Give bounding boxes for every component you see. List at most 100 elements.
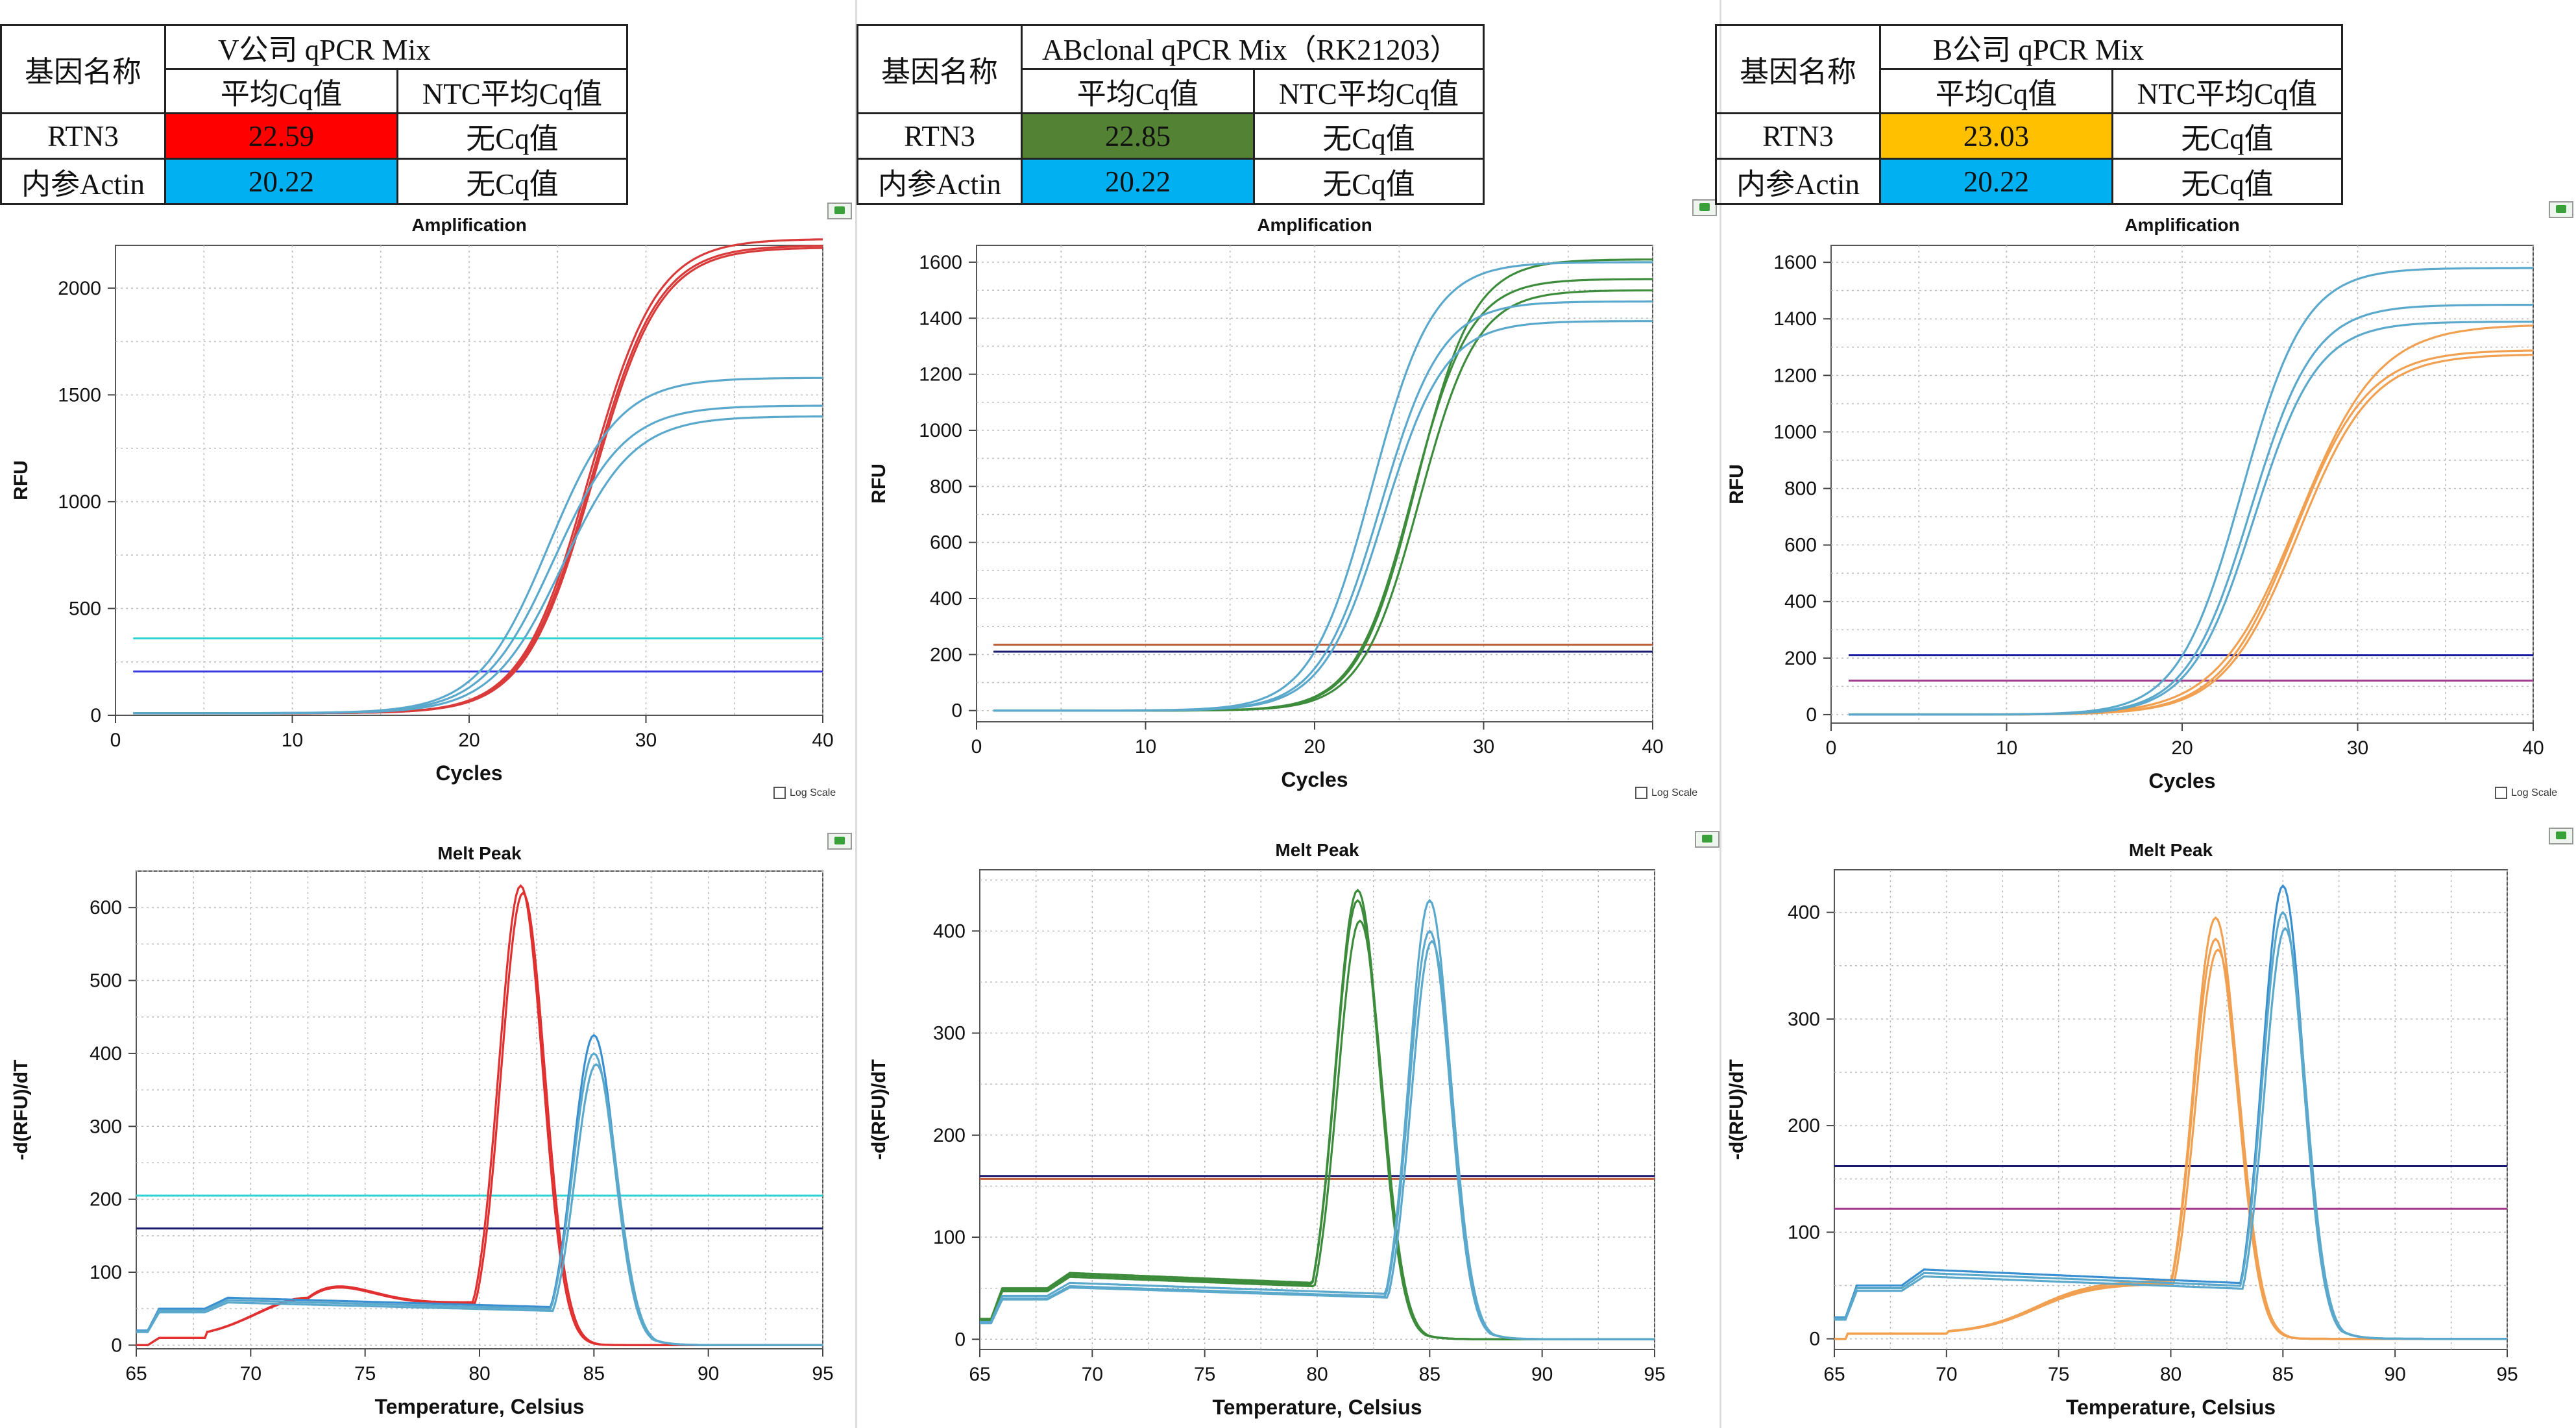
x-tick-label: 70 <box>1082 1364 1103 1385</box>
y-tick-label: 200 <box>1784 648 1817 669</box>
ntc-cq-header: NTC平均Cq值 <box>2111 68 2343 114</box>
x-tick-label: 65 <box>969 1364 990 1385</box>
gene-name-rtn3: RTN3 <box>857 112 1023 160</box>
gene-name-actin: 内参Actin <box>1715 158 1881 205</box>
x-tick-label: 0 <box>1826 737 1837 759</box>
x-axis-label: Cycles <box>1281 768 1348 791</box>
x-tick-label: 85 <box>1419 1364 1440 1385</box>
y-tick-label: 400 <box>930 588 962 609</box>
x-tick-label: 75 <box>354 1363 376 1385</box>
y-tick-label: 1600 <box>919 252 962 273</box>
y-tick-label: 1400 <box>919 308 962 329</box>
panel-divider <box>1719 0 1721 1428</box>
chart-title: Amplification <box>411 215 526 235</box>
table-title: V公司 qPCR Mix <box>164 24 628 70</box>
table-title: ABclonal qPCR Mix（RK21203） <box>1021 24 1485 70</box>
cq-table-abclonal: 基因名称 ABclonal qPCR Mix（RK21203） 平均Cq值 NT… <box>857 24 1485 205</box>
table-title: B公司 qPCR Mix <box>1879 24 2343 70</box>
rtn3-cq-value: 23.03 <box>1879 112 2113 160</box>
x-tick-label: 95 <box>812 1363 833 1385</box>
x-tick-label: 95 <box>1644 1364 1665 1385</box>
log-scale-checkbox[interactable] <box>2495 787 2507 799</box>
x-tick-label: 40 <box>2522 737 2544 759</box>
y-tick-label: 400 <box>933 920 966 942</box>
y-tick-label: 2000 <box>58 278 101 299</box>
series-line-actin <box>980 939 1655 1340</box>
x-axis-label: Temperature, Celsius <box>374 1395 584 1418</box>
y-tick-label: 100 <box>90 1262 122 1283</box>
ntc-cq-header: NTC平均Cq值 <box>1253 68 1485 114</box>
x-axis-label: Cycles <box>435 761 502 785</box>
gene-name-actin: 内参Actin <box>0 158 166 205</box>
ntc-cq-header: NTC平均Cq值 <box>396 68 628 114</box>
rtn3-ntc-value: 无Cq值 <box>1253 112 1485 160</box>
export-icon[interactable] <box>827 203 852 219</box>
log-scale-checkbox[interactable] <box>773 787 786 799</box>
x-tick-label: 40 <box>812 730 833 751</box>
y-tick-label: 1400 <box>1773 308 1817 330</box>
y-tick-label: 500 <box>90 970 122 992</box>
x-tick-label: 85 <box>583 1363 605 1385</box>
cq-table-b-company: 基因名称 B公司 qPCR Mix 平均Cq值 NTC平均Cq值 RTN3 23… <box>1715 24 2343 205</box>
y-axis-label: RFU <box>868 463 890 504</box>
x-tick-label: 85 <box>2272 1364 2294 1385</box>
y-tick-label: 800 <box>1784 478 1817 500</box>
y-tick-label: 200 <box>90 1189 122 1211</box>
y-tick-label: 800 <box>930 476 962 497</box>
gene-name-header: 基因名称 <box>857 24 1023 114</box>
chart-title: Melt Peak <box>437 843 522 863</box>
x-tick-label: 90 <box>698 1363 719 1385</box>
export-icon[interactable] <box>2549 828 2573 844</box>
export-icon[interactable] <box>2549 201 2573 218</box>
export-icon[interactable] <box>827 833 852 850</box>
export-icon[interactable] <box>1695 831 1719 848</box>
log-scale-label: Log Scale <box>1651 787 1698 798</box>
y-tick-label: 200 <box>1788 1115 1820 1137</box>
log-scale-label: Log Scale <box>2511 787 2558 798</box>
y-tick-label: 100 <box>933 1227 966 1248</box>
y-axis-label: -d(RFU)/dT <box>868 1059 890 1160</box>
x-tick-label: 90 <box>2384 1364 2405 1385</box>
avg-cq-header: 平均Cq值 <box>1021 68 1255 114</box>
y-tick-label: 400 <box>1784 591 1817 613</box>
x-tick-label: 80 <box>1306 1364 1328 1385</box>
x-tick-label: 0 <box>110 730 121 751</box>
rtn3-ntc-value: 无Cq值 <box>2111 112 2343 160</box>
log-scale-label: Log Scale <box>790 787 836 798</box>
y-tick-label: 1200 <box>919 364 962 386</box>
x-tick-label: 75 <box>1194 1364 1215 1385</box>
y-tick-label: 1000 <box>1773 421 1817 443</box>
x-tick-label: 80 <box>2160 1364 2181 1385</box>
gene-name-header: 基因名称 <box>0 24 166 114</box>
x-axis-label: Temperature, Celsius <box>2066 1396 2276 1419</box>
export-icon[interactable] <box>1692 199 1717 216</box>
log-scale-toggle[interactable]: Log Scale <box>2495 787 2557 799</box>
x-tick-label: 80 <box>468 1363 490 1385</box>
log-scale-toggle[interactable]: Log Scale <box>1635 787 1697 799</box>
gene-name-header: 基因名称 <box>1715 24 1881 114</box>
y-tick-label: 100 <box>1788 1222 1820 1243</box>
actin-ntc-value: 无Cq值 <box>1253 158 1485 205</box>
gene-name-rtn3: RTN3 <box>1715 112 1881 160</box>
log-scale-checkbox[interactable] <box>1635 787 1647 799</box>
avg-cq-header: 平均Cq值 <box>164 68 398 114</box>
x-tick-label: 95 <box>2496 1364 2518 1385</box>
log-scale-toggle[interactable]: Log Scale <box>773 787 836 799</box>
y-tick-label: 300 <box>933 1023 966 1044</box>
series-line-actin <box>1849 321 2533 716</box>
actin-cq-value: 20.22 <box>1879 158 2113 205</box>
y-tick-label: 300 <box>90 1116 122 1137</box>
y-tick-label: 400 <box>90 1043 122 1065</box>
y-tick-label: 600 <box>90 897 122 918</box>
avg-cq-header: 平均Cq值 <box>1879 68 2113 114</box>
melt-peak-chart: Melt Peak 65 70 75 80 85 90 95 0 100 200 300 400 500 6… <box>10 843 834 1418</box>
chart-title: Amplification <box>2124 215 2239 235</box>
x-tick-label: 20 <box>1304 736 1325 757</box>
x-tick-label: 20 <box>458 730 480 751</box>
x-tick-label: 30 <box>635 730 657 751</box>
y-tick-label: 0 <box>951 700 962 722</box>
series-line-actin <box>1834 926 2507 1340</box>
y-tick-label: 1000 <box>58 491 101 513</box>
